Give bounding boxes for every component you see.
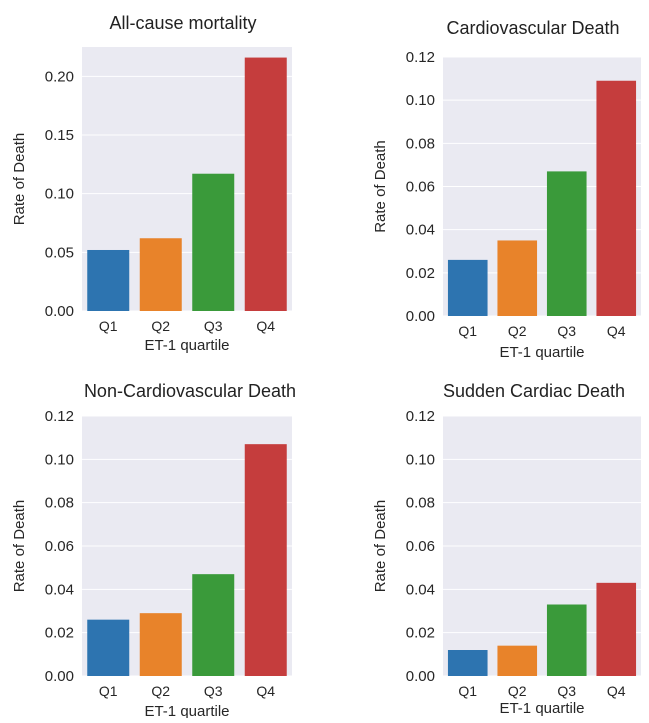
bar-q1	[447, 259, 488, 316]
x-tick-label: Q2	[508, 323, 527, 339]
y-tick-label: 0.02	[45, 625, 74, 642]
bar-q2	[139, 613, 182, 676]
bar-q3	[546, 171, 587, 316]
chart-title: All-cause mortality	[109, 13, 256, 33]
y-axis-label: Rate of Death	[11, 133, 28, 226]
x-tick-label: Q4	[607, 323, 626, 339]
bar-q1	[87, 619, 130, 676]
bar-q4	[244, 444, 287, 676]
y-tick-label: 0.02	[406, 625, 435, 642]
y-tick-label: 0.15	[45, 127, 74, 144]
y-tick-label: 0.10	[45, 451, 74, 468]
y-tick-label: 0.00	[45, 668, 74, 685]
chart-title: Non-Cardiovascular Death	[84, 381, 296, 401]
y-tick-label: 0.00	[406, 308, 435, 325]
bar-q3	[192, 173, 235, 311]
y-tick-label: 0.04	[406, 222, 435, 239]
x-tick-label: Q1	[99, 683, 118, 699]
x-axis-label: ET-1 quartile	[499, 700, 584, 717]
y-tick-label: 0.08	[406, 135, 435, 152]
x-tick-label: Q1	[458, 683, 477, 699]
y-tick-label: 0.12	[406, 49, 435, 66]
x-tick-label: Q2	[151, 683, 170, 699]
y-tick-label: 0.00	[406, 668, 435, 685]
x-tick-label: Q4	[256, 683, 275, 699]
chart-title: Cardiovascular Death	[446, 18, 619, 38]
x-tick-label: Q3	[557, 683, 576, 699]
bar-q4	[244, 57, 287, 312]
y-tick-label: 0.08	[406, 495, 435, 512]
y-tick-label: 0.06	[406, 538, 435, 555]
y-axis-label: Rate of Death	[372, 140, 389, 233]
y-tick-label: 0.06	[406, 179, 435, 196]
bar-q3	[192, 574, 235, 676]
x-tick-label: Q2	[151, 318, 170, 334]
x-axis-label: ET-1 quartile	[144, 337, 229, 354]
bar-q4	[596, 582, 637, 676]
bar-q1	[87, 249, 130, 311]
y-tick-label: 0.12	[45, 408, 74, 425]
x-tick-label: Q4	[607, 683, 626, 699]
y-tick-label: 0.10	[45, 186, 74, 203]
x-axis-label: ET-1 quartile	[144, 703, 229, 718]
bar-q3	[546, 604, 587, 676]
y-tick-label: 0.04	[45, 581, 74, 598]
x-tick-label: Q2	[508, 683, 527, 699]
bar-q2	[139, 238, 182, 311]
chart-panel-4: 0.00 0.02 0.04 0.06 0.08 0.10 0.12 Q1 Q2 Q3 Q4 Sudd…	[372, 381, 641, 717]
chart-panel-3: 0.00 0.02 0.04 0.06 0.08 0.10 0.12 Q1 Q2 Q3 Q4 Non-…	[11, 381, 296, 720]
y-axis-label: Rate of Death	[11, 500, 28, 593]
chart-panel-1: 0.00 0.05 0.10 0.15 0.20 Q1 Q2 Q3 Q4 All-cause mo…	[11, 13, 292, 354]
bar-q1	[447, 650, 488, 676]
y-tick-label: 0.10	[406, 451, 435, 468]
x-tick-label: Q3	[557, 323, 576, 339]
y-tick-label: 0.08	[45, 495, 74, 512]
bar-q2	[497, 240, 538, 316]
y-axis-label: Rate of Death	[372, 500, 389, 593]
y-tick-label: 0.05	[45, 244, 74, 261]
y-tick-label: 0.06	[45, 538, 74, 555]
x-tick-label: Q4	[256, 318, 275, 334]
y-tick-label: 0.10	[406, 92, 435, 109]
x-tick-label: Q1	[458, 323, 477, 339]
y-tick-label: 0.12	[406, 408, 435, 425]
bar-q2	[497, 645, 538, 676]
x-tick-label: Q3	[204, 683, 223, 699]
x-tick-label: Q1	[99, 318, 118, 334]
y-tick-label: 0.00	[45, 303, 74, 320]
bar-q4	[596, 80, 637, 316]
y-tick-label: 0.02	[406, 265, 435, 282]
y-tick-label: 0.04	[406, 581, 435, 598]
chart-panel-2: 0.00 0.02 0.04 0.06 0.08 0.10 0.12 Q1 Q2 Q3 Q4 Card…	[372, 18, 641, 361]
y-tick-label: 0.20	[45, 68, 74, 85]
x-axis-label: ET-1 quartile	[499, 344, 584, 361]
x-tick-label: Q3	[204, 318, 223, 334]
chart-title: Sudden Cardiac Death	[443, 381, 625, 401]
